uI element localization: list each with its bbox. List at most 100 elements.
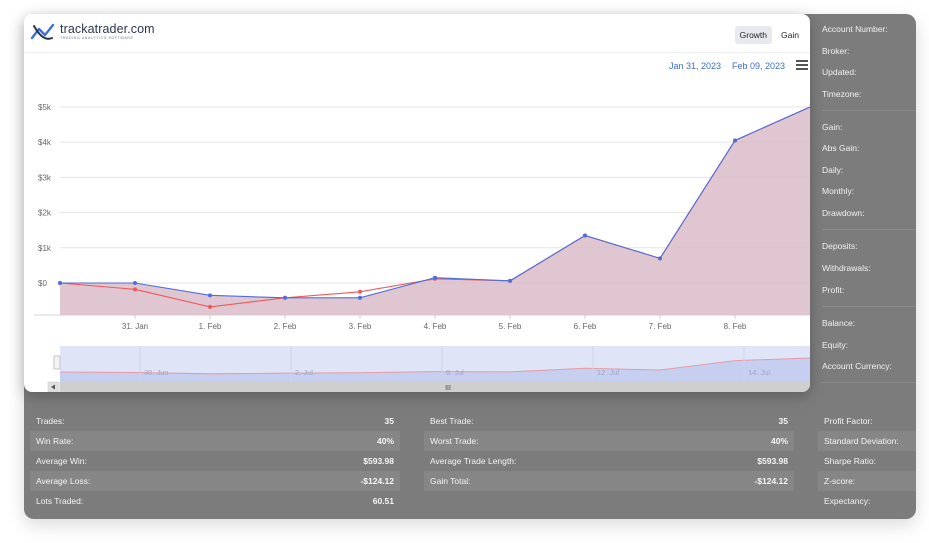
stat-label: Win Rate:: [36, 436, 74, 446]
y-tick-label: $1k: [38, 244, 52, 253]
side-equity: Equity:: [822, 340, 848, 350]
growth-chart: $0 $1k $2k $3k $4k $5k 31. Jan 1. Feb 2. Feb 3. F…: [34, 103, 810, 392]
navigator-label: 6. Jul: [446, 368, 464, 377]
y-tick-label: $3k: [38, 173, 52, 182]
x-tick-label: 4. Feb: [424, 322, 447, 331]
x-tick-label: 1. Feb: [199, 322, 222, 331]
side-withdrawals: Withdrawals:: [822, 263, 871, 273]
navigator-area: [60, 358, 810, 382]
divider: [822, 306, 916, 307]
growth-button[interactable]: Growth: [734, 26, 773, 44]
growth-point: [508, 278, 512, 283]
navigator-label: 30. Jun: [144, 368, 169, 377]
side-gain: Gain:: [822, 122, 843, 132]
growth-area: [60, 107, 810, 315]
x-tick-label: 31. Jan: [122, 322, 148, 331]
side-deposits: Deposits:: [822, 241, 858, 251]
divider: [822, 229, 916, 230]
x-tick-label: 5. Feb: [499, 322, 522, 331]
growth-point: [583, 233, 587, 238]
y-tick-label: $5k: [38, 103, 52, 112]
x-tick-label: 2. Feb: [274, 322, 297, 331]
stat-row: Best Trade: 35: [424, 411, 794, 431]
stat-label: Best Trade:: [430, 416, 474, 426]
y-tick-label: $2k: [38, 209, 52, 218]
navigator-label: 12. Jul: [597, 368, 619, 377]
stat-row: Worst Trade: 40%: [424, 431, 794, 451]
y-tick-label: $0: [38, 279, 47, 288]
stat-label: Lots Traded:: [36, 496, 84, 506]
divider: [822, 110, 916, 111]
hamburger-menu-icon[interactable]: [796, 60, 808, 70]
stat-label: Sharpe Ratio:: [824, 456, 876, 466]
stat-value: 35: [384, 416, 394, 426]
side-balance: Balance:: [822, 318, 856, 328]
stat-value: 40%: [770, 436, 788, 446]
x-tick-label: 7. Feb: [649, 322, 672, 331]
stat-value: -$124.12: [360, 476, 394, 486]
side-account-currency: Account Currency:: [822, 361, 892, 371]
growth-point: [358, 295, 362, 300]
range-to-date[interactable]: Feb 09, 2023: [732, 61, 786, 71]
stat-row: Average Loss: -$124.12: [30, 471, 400, 491]
growth-point: [658, 256, 662, 261]
side-broker: Broker:: [822, 46, 850, 56]
range-from-date[interactable]: Jan 31, 2023: [669, 61, 722, 71]
x-tick-label: 8. Feb: [724, 322, 747, 331]
x-tick-label: 6. Feb: [574, 322, 597, 331]
stat-row: Expectancy:: [818, 491, 916, 511]
side-daily: Daily:: [822, 165, 844, 175]
scrollbar-grip: III: [445, 385, 451, 392]
growth-point: [58, 281, 62, 285]
navigator-label: 14. Jul: [748, 368, 770, 377]
stat-row: Trades: 35: [30, 411, 400, 431]
side-drawdown: Drawdown:: [822, 208, 865, 218]
side-timezone: Timezone:: [822, 89, 862, 99]
stat-row: Gain Total: -$124.12: [424, 471, 794, 491]
brand-name: trackatrader.com: [60, 21, 155, 36]
scrollbar-thumb: [60, 382, 810, 392]
scroll-left-arrow-icon: [51, 384, 55, 390]
stat-label: Average Win:: [36, 456, 87, 466]
navigator-label: 2. Jul: [295, 368, 313, 377]
stat-label: Gain Total:: [430, 476, 471, 486]
growth-point: [133, 281, 137, 285]
gain-button[interactable]: Gain: [781, 30, 799, 40]
stat-label: Z-score:: [824, 476, 856, 486]
stat-row: Win Rate: 40%: [30, 431, 400, 451]
stat-value: $593.98: [363, 456, 394, 466]
side-monthly: Monthly:: [822, 186, 855, 196]
stat-label: Expectancy:: [824, 496, 871, 506]
stat-row: Profit Factor:: [818, 411, 916, 431]
growth-point: [733, 138, 737, 143]
logo-icon: [30, 23, 55, 40]
stat-value: 35: [778, 416, 788, 426]
stat-value: 40%: [376, 436, 394, 446]
gain-point: [208, 304, 212, 309]
stat-label: Average Trade Length:: [430, 456, 517, 466]
stat-label: Profit Factor:: [824, 416, 873, 426]
stat-row: Standard Deviation:: [818, 431, 916, 451]
y-tick-label: $4k: [38, 138, 52, 147]
gain-point: [358, 289, 362, 294]
gain-point: [133, 287, 137, 292]
stat-value: -$124.12: [754, 476, 788, 486]
chart-mode-toggle: Growth Gain: [734, 26, 804, 44]
growth-point: [283, 295, 287, 300]
stat-value: $593.98: [757, 456, 788, 466]
side-account-number: Account Number:: [822, 24, 888, 34]
stat-label: Standard Deviation:: [824, 436, 899, 446]
brand-logo[interactable]: trackatrader.com TRADING ANALYTICS SOFTW…: [30, 22, 155, 42]
navigator-handle-left: [53, 355, 61, 370]
divider: [822, 382, 916, 383]
stat-row: Z-score:: [818, 471, 916, 491]
chart-card: trackatrader.com TRADING ANALYTICS SOFTW…: [24, 14, 810, 392]
side-profit: Profit:: [822, 285, 845, 295]
stat-row: Lots Traded: 60.51: [30, 491, 400, 511]
growth-point: [433, 275, 437, 280]
stat-row: Sharpe Ratio:: [818, 451, 916, 471]
stat-row: Average Win: $593.98: [30, 451, 400, 471]
side-updated: Updated:: [822, 67, 857, 77]
x-tick-label: 3. Feb: [349, 322, 372, 331]
stat-value: 60.51: [372, 496, 394, 506]
